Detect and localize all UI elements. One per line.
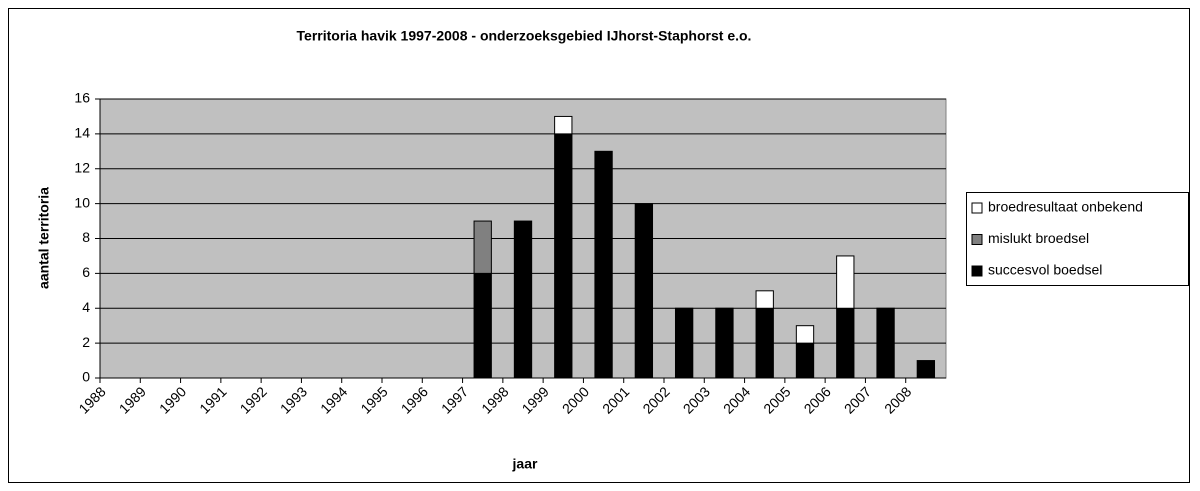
x-axis-title: jaar (512, 456, 538, 472)
bar-segment (674, 307, 694, 379)
bar-segment (473, 220, 492, 274)
y-tick-label: 16 (74, 90, 90, 106)
y-tick-label: 2 (82, 334, 90, 350)
bar-segment (715, 307, 734, 379)
legend-label: succesvol boedsel (988, 262, 1102, 278)
bar-segment (473, 272, 492, 379)
legend-label: mislukt broedsel (988, 230, 1089, 246)
legend-swatch (971, 234, 983, 245)
y-tick-label: 0 (82, 369, 90, 385)
y-axis-title: aantal territoria (36, 187, 52, 289)
legend-label: broedresultaat onbekend (988, 199, 1143, 215)
bar-segment (594, 150, 613, 379)
legend-swatch (971, 202, 983, 214)
bar-segment (755, 307, 774, 379)
bar-segment (916, 360, 936, 379)
y-tick-label: 6 (82, 264, 90, 280)
bar-segment (836, 255, 855, 309)
bar-segment (836, 307, 855, 379)
chart-title: Territoria havik 1997-2008 - onderzoeksg… (297, 28, 752, 44)
bar-segment (795, 325, 815, 344)
y-tick-label: 12 (74, 159, 90, 175)
bar-segment (554, 115, 573, 135)
bar-segment (876, 307, 895, 379)
y-tick-label: 10 (74, 194, 90, 210)
legend-swatch (971, 265, 983, 277)
bar-segment (795, 342, 815, 379)
bar-segment (634, 203, 654, 379)
y-tick-label: 8 (82, 229, 90, 245)
bar-segment (513, 220, 533, 379)
y-tick-label: 14 (74, 125, 90, 141)
legend-box (966, 192, 1189, 286)
y-tick-label: 4 (82, 299, 90, 315)
bar-segment (554, 133, 573, 379)
bar-segment (755, 290, 774, 309)
